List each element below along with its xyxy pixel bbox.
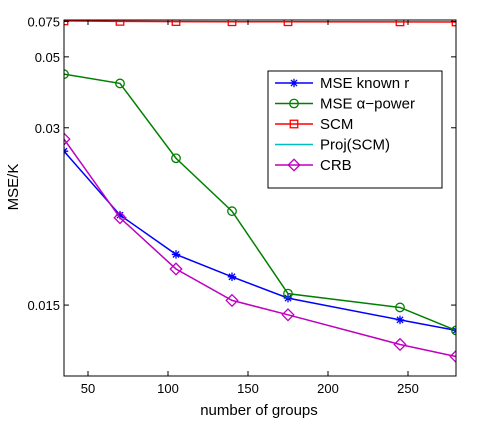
y-tick-label-1: 0.03 xyxy=(35,121,60,136)
x-tick-label-2: 150 xyxy=(237,381,259,396)
data-point-2-1 xyxy=(115,20,125,26)
axis-ticks: 50 100 150 200 250 0.015 0.03 0.05 0.075 xyxy=(27,14,456,396)
legend-label-2: SCM xyxy=(320,116,353,133)
legend-marker-2 xyxy=(289,119,299,129)
data-point-0-2 xyxy=(171,250,181,259)
data-point-4-6 xyxy=(449,349,456,364)
legend-marker-0 xyxy=(289,78,299,88)
data-point-1-5 xyxy=(395,302,405,313)
data-point-4-2 xyxy=(169,262,183,276)
data-point-1-0 xyxy=(64,69,69,80)
data-point-2-4 xyxy=(283,20,293,27)
legend-label-0: MSE known r xyxy=(320,75,409,92)
series-line-2 xyxy=(64,20,456,23)
data-point-4-1 xyxy=(113,211,127,225)
data-point-0-3 xyxy=(227,272,237,282)
legend-marker-4 xyxy=(287,158,301,172)
data-point-1-3 xyxy=(227,206,237,217)
data-point-2-2 xyxy=(171,20,181,26)
data-point-0-1 xyxy=(115,210,125,220)
series-1 xyxy=(64,69,456,336)
data-point-4-5 xyxy=(393,337,407,352)
legend-box xyxy=(267,70,443,189)
data-point-2-3 xyxy=(227,20,237,27)
data-point-2-5 xyxy=(395,20,405,27)
data-point-4-0 xyxy=(64,132,71,146)
series-group xyxy=(64,20,456,364)
legend-entry-4: CRB xyxy=(275,157,352,174)
legend-marker-1 xyxy=(289,98,299,109)
legend-label-4: CRB xyxy=(320,157,352,174)
legend-entry-3: Proj(SCM) xyxy=(275,137,390,154)
legend-label-3: Proj(SCM) xyxy=(320,137,390,154)
series-line-4 xyxy=(64,138,456,358)
series-line-1 xyxy=(64,73,456,332)
data-point-4-3 xyxy=(225,293,239,308)
legend-entry-1: MSE α−power xyxy=(275,96,415,113)
data-point-0-5 xyxy=(395,315,405,325)
legend-entry-2: SCM xyxy=(275,116,353,133)
y-tick-label-2: 0.05 xyxy=(35,50,60,65)
data-point-1-4 xyxy=(283,288,293,299)
data-point-1-6 xyxy=(451,325,456,336)
x-tick-label-1: 100 xyxy=(157,381,179,396)
data-point-2-6 xyxy=(451,20,456,27)
series-4 xyxy=(64,132,456,364)
y-tick-label-3: 0.075 xyxy=(27,14,60,29)
data-point-1-1 xyxy=(115,78,125,89)
x-tick-label-4: 250 xyxy=(397,381,419,396)
y-axis-label: MSE/K xyxy=(5,164,22,211)
x-tick-label-3: 200 xyxy=(317,381,339,396)
legend-label-1: MSE α−power xyxy=(320,96,415,113)
data-point-1-2 xyxy=(171,153,181,164)
legend-entry-0: MSE known r xyxy=(275,75,409,92)
data-point-4-4 xyxy=(281,308,295,322)
legend: MSE known r MSE α−power SCM Proj(SCM) CRB xyxy=(267,70,443,189)
plot-frame xyxy=(63,19,457,377)
y-tick-label-0: 0.015 xyxy=(27,298,60,313)
x-axis-label: number of groups xyxy=(200,402,318,419)
x-tick-label-0: 50 xyxy=(81,381,95,396)
